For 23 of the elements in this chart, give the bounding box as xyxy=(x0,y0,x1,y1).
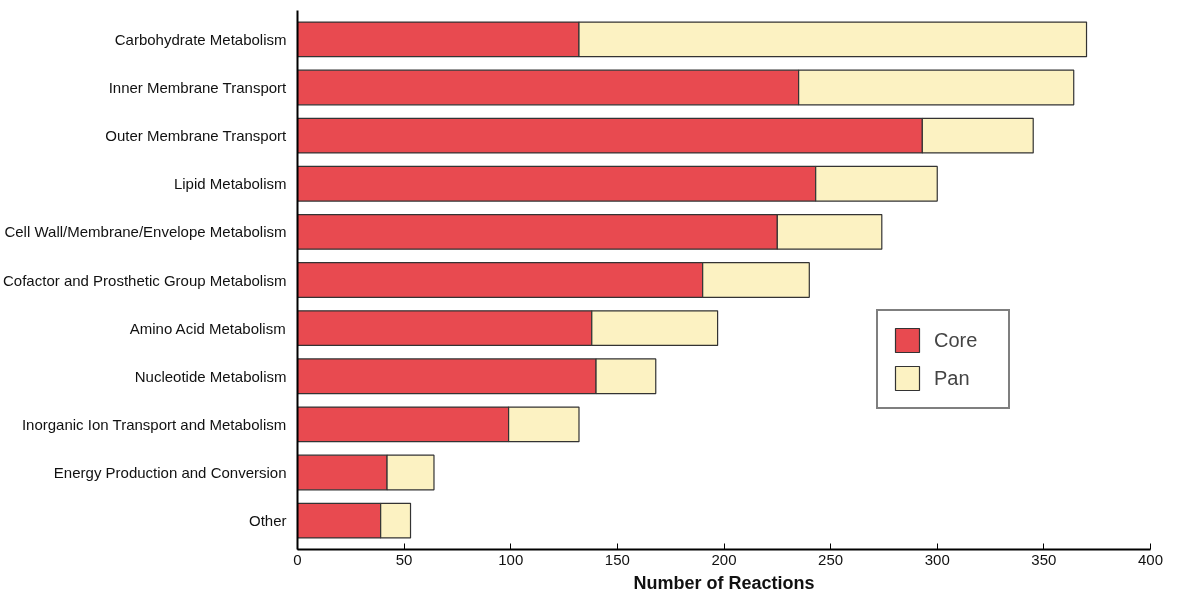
x-tick-label: 350 xyxy=(1031,550,1057,568)
y-tick-label: Inorganic Ion Transport and Metabolism xyxy=(21,415,287,433)
x-tick-label: 150 xyxy=(604,550,630,568)
y-tick-label: Inner Membrane Transport xyxy=(108,79,288,96)
legend-label: Core xyxy=(934,328,979,352)
y-tick-label: Outer Membrane Transport xyxy=(105,127,288,145)
x-tick-label: 200 xyxy=(711,550,737,568)
x-tick-label: 0 xyxy=(293,550,302,568)
x-axis-title: Number of Reactions xyxy=(633,572,815,593)
y-tick-label: Amino Acid Metabolism xyxy=(129,319,286,337)
x-tick-label: 400 xyxy=(1137,550,1164,568)
y-tick-label: Other xyxy=(248,512,287,530)
y-tick-label: Carbohydrate Metabolism xyxy=(114,30,287,48)
legend-label: Pan xyxy=(934,366,971,390)
x-tick-label: 250 xyxy=(818,550,844,568)
y-tick-label: Lipid Metabolism xyxy=(173,175,287,193)
y-tick-label: Energy Production and Conversion xyxy=(53,464,287,481)
y-tick-label: Cofactor and Prosthetic Group Metabolism xyxy=(3,271,287,289)
x-tick-label: 300 xyxy=(924,550,950,568)
x-tick-label: 50 xyxy=(395,550,413,568)
y-tick-label: Cell Wall/Membrane/Envelope Metabolism xyxy=(4,223,287,241)
y-tick-label: Nucleotide Metabolism xyxy=(134,367,287,385)
x-tick-label: 100 xyxy=(498,550,524,568)
